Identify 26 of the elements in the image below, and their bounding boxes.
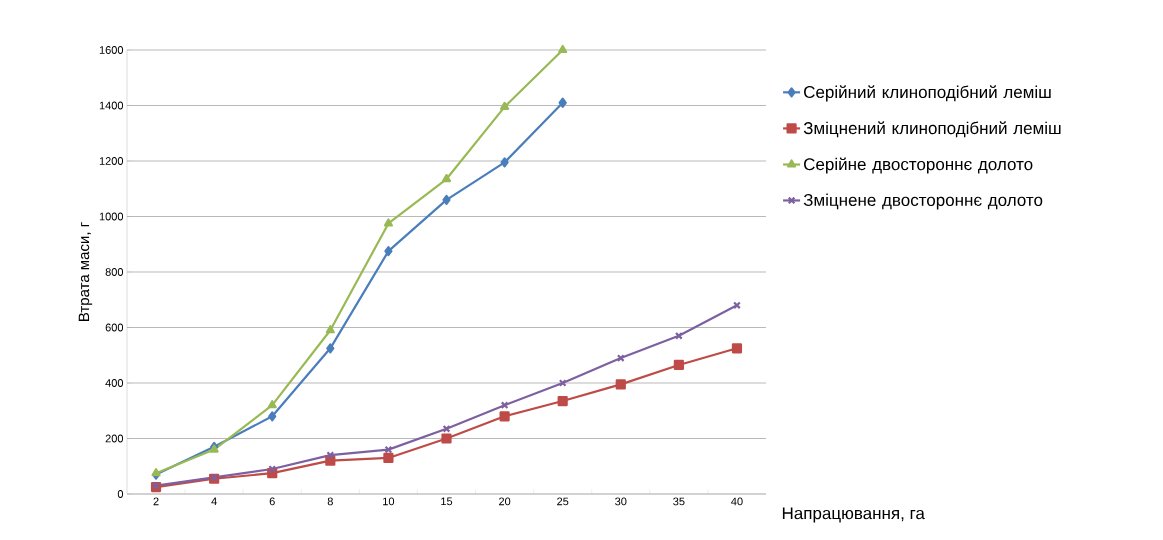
y-tick-label: 1000 bbox=[99, 212, 124, 221]
x-tick-label: 35 bbox=[673, 497, 685, 506]
y-tick-label: 1200 bbox=[99, 157, 124, 165]
x-tick-label: 15 bbox=[441, 497, 453, 506]
x-tick-label: 10 bbox=[383, 497, 395, 506]
y-tick-label: 1400 bbox=[99, 101, 124, 110]
x-tick-label: 25 bbox=[557, 497, 569, 506]
y-tick-label: 600 bbox=[105, 323, 124, 332]
x-tick-label: 8 bbox=[327, 497, 333, 506]
x-tick-label: 30 bbox=[615, 497, 627, 506]
legend-label: Серійний клиноподібний леміш bbox=[804, 85, 1051, 102]
x-axis-title: Напрацювання, га bbox=[782, 507, 925, 523]
x-tick-label: 40 bbox=[731, 497, 743, 506]
legend-label: Зміцнене двостороннє долото bbox=[803, 193, 1043, 210]
legend-label: Серійне двостороннє долото bbox=[804, 157, 1033, 174]
y-tick-label: 200 bbox=[105, 434, 124, 443]
x-tick-label: 2 bbox=[153, 497, 159, 506]
legend-label: Зміцнений клиноподібний леміш bbox=[803, 121, 1061, 138]
x-tick-label: 20 bbox=[499, 497, 511, 506]
y-tick-label: 0 bbox=[117, 490, 124, 498]
x-tick-label: 4 bbox=[211, 497, 217, 506]
y-tick-label: 1600 bbox=[99, 46, 124, 54]
x-tick-label: 6 bbox=[269, 497, 275, 506]
y-tick-label: 800 bbox=[105, 268, 124, 276]
y-axis-title: Втрата маси, г bbox=[78, 222, 93, 321]
y-tick-label: 400 bbox=[105, 379, 124, 387]
